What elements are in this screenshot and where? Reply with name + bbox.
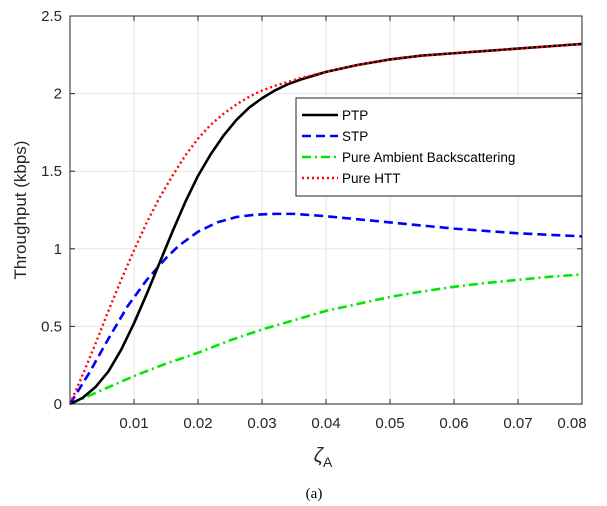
figure-caption: (a) [306, 486, 323, 502]
y-tick-label: 2 [54, 86, 62, 103]
x-tick-label: 0.02 [183, 415, 212, 432]
x-tick-label: 0.03 [247, 415, 276, 432]
series-line-stp [68, 212, 583, 405]
legend-entry-label: STP [342, 129, 368, 144]
x-axis-symbol: ζ [314, 445, 325, 467]
x-axis-subscript: A [323, 454, 333, 470]
x-tick-label: 0.07 [503, 415, 532, 432]
x-tick-label: 0.04 [311, 415, 340, 432]
x-tick-label: 0.01 [119, 415, 148, 432]
legend-entry-label: Pure Ambient Backscattering [342, 150, 515, 165]
x-axis-label: ζA [314, 445, 333, 470]
series-line-pure-htt [68, 42, 583, 405]
series-line-pure-ambient-backscattering [69, 273, 583, 406]
grid-lines [70, 15, 583, 405]
x-tick-label: 0.05 [375, 415, 404, 432]
y-tick-label: 0.5 [41, 318, 62, 335]
legend: PTP STP Pure Ambient Backscattering Pure HT… [295, 97, 583, 197]
series-layer [68, 42, 583, 406]
legend-box [295, 97, 583, 197]
legend-entry-label: PTP [342, 108, 368, 123]
y-tick-label: 1 [54, 241, 62, 258]
y-axis-ticks: 0 0.5 1 1.5 2 2.5 [41, 8, 582, 413]
legend-entry-label: Pure HTT [342, 171, 401, 186]
y-tick-label: 2.5 [41, 8, 62, 25]
x-axis-ticks: 0.01 0.02 0.03 0.04 0.05 0.06 0.07 0.08 [119, 16, 587, 432]
x-tick-label: 0.08 [557, 415, 586, 432]
y-tick-label: 1.5 [41, 163, 62, 180]
x-tick-label: 0.06 [439, 415, 468, 432]
y-axis-label: Throughput (kbps) [11, 141, 30, 280]
y-tick-label: 0 [54, 396, 62, 413]
